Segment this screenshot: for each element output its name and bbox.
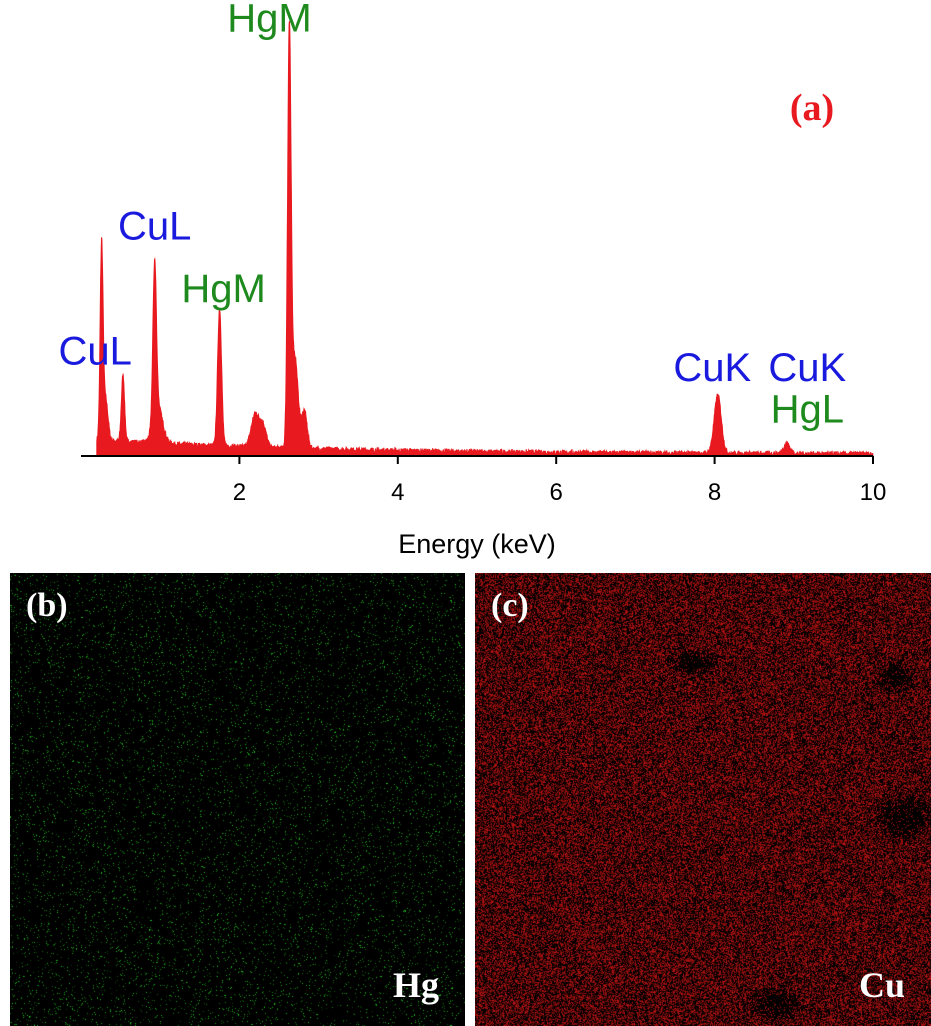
spectrum-series xyxy=(96,20,874,458)
x-tick-label: 4 xyxy=(391,479,404,506)
panel-label-b: (b) xyxy=(26,587,68,624)
x-axis-ticks: 2 4 6 8 10 xyxy=(233,456,887,506)
x-tick-label: 8 xyxy=(708,479,721,506)
element-label-hg: Hg xyxy=(392,965,439,1005)
peak-label-hgm: HgM xyxy=(227,0,311,41)
element-label-cu: Cu xyxy=(858,965,905,1005)
panel-label-c: (c) xyxy=(491,587,529,624)
peak-label-hgm: HgM xyxy=(181,267,265,311)
peak-label-cul: CuL xyxy=(59,329,132,373)
peak-label-hgl: HgL xyxy=(771,388,844,432)
peak-label-cuk: CuK xyxy=(673,346,751,390)
hg-element-map: (b) Hg xyxy=(10,573,465,1026)
x-axis-title: Energy (keV) xyxy=(398,529,556,559)
panel-label-a: (a) xyxy=(790,87,834,129)
peak-label-cul: CuL xyxy=(118,205,191,249)
cu-map-image xyxy=(475,573,931,1026)
peak-label-cuk: CuK xyxy=(768,346,846,390)
spectrum-area xyxy=(96,20,874,458)
x-tick-label: 2 xyxy=(233,479,246,506)
x-tick-label: 6 xyxy=(550,479,563,506)
x-tick-label: 10 xyxy=(860,479,887,506)
hg-map-image xyxy=(10,573,465,1026)
cu-element-map: (c) Cu xyxy=(475,573,931,1026)
